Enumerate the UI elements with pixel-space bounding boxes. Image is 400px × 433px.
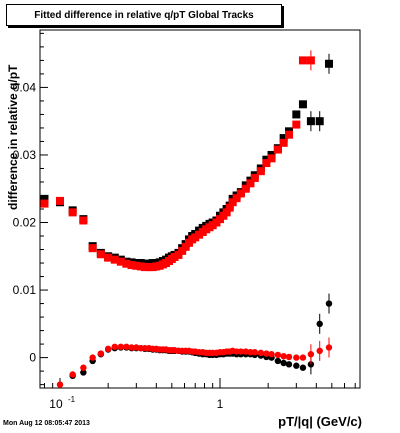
black-marker xyxy=(293,362,300,369)
y-tick-label: 0.01 xyxy=(13,283,37,297)
red-marker xyxy=(306,56,315,65)
red-marker xyxy=(285,353,293,361)
red-marker xyxy=(110,255,119,264)
red-marker xyxy=(279,138,288,147)
red-marker xyxy=(79,216,88,225)
red-marker xyxy=(40,199,49,208)
red-marker xyxy=(136,262,145,271)
black-marker xyxy=(324,59,333,68)
red-marker xyxy=(123,343,130,350)
black-marker xyxy=(279,134,288,143)
black-marker xyxy=(80,369,87,376)
red-marker xyxy=(257,349,265,357)
red-marker xyxy=(228,198,237,207)
red-marker xyxy=(88,244,97,253)
red-marker xyxy=(55,196,64,205)
black-marker xyxy=(292,110,301,119)
red-marker xyxy=(222,208,231,217)
red-marker xyxy=(116,257,125,266)
red-marker xyxy=(299,354,307,361)
red-marker xyxy=(89,354,96,361)
red-marker xyxy=(128,344,135,351)
red-marker xyxy=(267,154,276,163)
red-marker xyxy=(256,167,265,176)
x-tick-label: 10 xyxy=(49,397,63,411)
red-marker xyxy=(274,351,282,359)
black-marker xyxy=(274,357,282,365)
y-tick-label: 0.03 xyxy=(13,148,37,162)
red-marker xyxy=(96,250,105,259)
timestamp: Mon Aug 12 08:05:47 2013 xyxy=(3,420,90,427)
y-tick-label: 0.02 xyxy=(13,216,37,230)
red-marker xyxy=(181,242,190,251)
red-marker xyxy=(225,203,234,212)
red-marker xyxy=(237,348,245,355)
red-marker xyxy=(325,344,333,351)
red-marker xyxy=(178,246,187,255)
black-marker xyxy=(285,361,293,368)
red-marker xyxy=(117,343,125,350)
red-marker xyxy=(293,354,300,361)
red-marker xyxy=(241,184,250,193)
x-tick-label-exponent: -1 xyxy=(68,395,76,404)
x-tick-label: 1 xyxy=(217,397,224,411)
red-marker xyxy=(298,56,307,65)
red-marker xyxy=(307,351,315,358)
black-marker xyxy=(325,300,333,307)
black-marker xyxy=(315,117,324,126)
red-marker xyxy=(292,120,301,129)
red-marker xyxy=(68,208,77,217)
black-marker xyxy=(306,117,315,126)
red-marker xyxy=(111,343,118,350)
y-axis-label: difference in relative q/pT xyxy=(6,64,20,210)
red-marker xyxy=(268,351,275,358)
plot-frame xyxy=(39,29,361,389)
red-marker xyxy=(316,347,323,355)
black-marker xyxy=(299,364,307,371)
red-marker xyxy=(56,381,64,388)
x-axis-label: pT/|q| (GeV/c) xyxy=(278,414,362,429)
black-marker xyxy=(40,194,49,203)
black-marker xyxy=(298,100,307,109)
black-marker xyxy=(316,320,323,328)
red-marker xyxy=(273,145,282,154)
red-marker xyxy=(236,189,245,198)
red-marker xyxy=(127,261,136,270)
red-marker xyxy=(104,345,112,353)
red-marker xyxy=(132,261,141,270)
red-marker xyxy=(262,159,271,168)
red-marker xyxy=(263,350,270,357)
y-tick-label: 0 xyxy=(29,351,36,365)
y-tick-label: 0.04 xyxy=(13,80,37,94)
red-marker xyxy=(80,364,87,371)
red-marker xyxy=(122,259,131,268)
red-marker xyxy=(104,253,113,262)
red-marker xyxy=(251,349,258,356)
black-marker xyxy=(307,361,315,368)
red-marker xyxy=(285,130,294,139)
red-marker xyxy=(97,350,105,357)
red-marker xyxy=(246,179,255,188)
red-marker xyxy=(280,353,287,360)
red-marker xyxy=(250,173,259,182)
red-marker xyxy=(232,194,241,203)
black-marker xyxy=(280,359,287,367)
chart-title: Fitted difference in relative q/pT Globa… xyxy=(6,4,282,26)
red-marker xyxy=(174,250,183,259)
red-marker xyxy=(69,371,76,378)
